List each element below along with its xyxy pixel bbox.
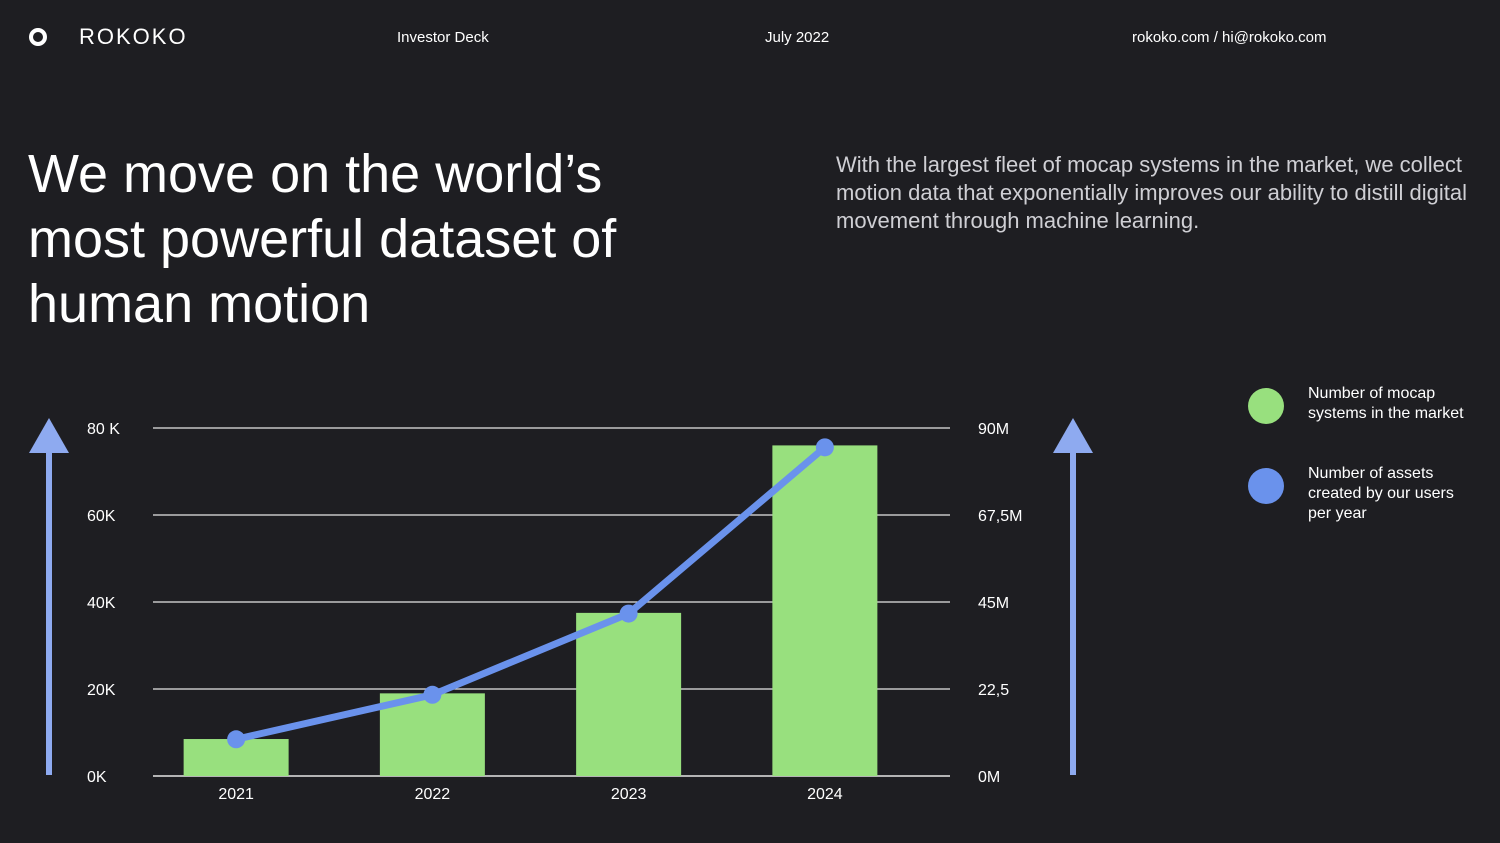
x-tick-label: 2022 xyxy=(415,786,451,803)
line-point xyxy=(815,438,834,457)
bar-series xyxy=(183,445,878,776)
x-tick-label: 2021 xyxy=(218,786,254,803)
deck-label: Investor Deck xyxy=(397,29,489,46)
line-point xyxy=(227,730,246,749)
logo-ring-icon xyxy=(29,28,47,46)
right-tick-label: 22,5 xyxy=(978,682,1009,699)
axis-labels: 0K 0M 20K 22,5 40K 45M 60K 67,5M 80 K 90M 2021 2022… xyxy=(87,421,1022,803)
bar xyxy=(183,739,289,776)
left-axis-arrowhead-icon xyxy=(29,418,69,453)
bar xyxy=(379,693,485,776)
line-point xyxy=(619,604,638,623)
gridlines xyxy=(153,427,950,777)
legend-swatch-blue xyxy=(1248,468,1284,504)
headline: We move on the world’s most powerful dat… xyxy=(28,144,617,334)
line-series xyxy=(227,438,834,749)
x-tick-label: 2023 xyxy=(611,786,647,803)
legend-label: Number of assets created by our users pe… xyxy=(1308,465,1454,522)
bar xyxy=(772,445,878,776)
deck-date: July 2022 xyxy=(765,29,830,46)
brand-name: ROKOKO xyxy=(79,24,188,49)
right-tick-label: 90M xyxy=(978,421,1009,438)
left-tick-label: 40K xyxy=(87,595,116,612)
right-tick-label: 0M xyxy=(978,769,1000,786)
legend-swatch-green xyxy=(1248,388,1284,424)
left-tick-label: 80 K xyxy=(87,421,120,438)
legend-label: Number of mocap systems in the market xyxy=(1308,385,1464,422)
left-tick-label: 20K xyxy=(87,682,116,699)
right-axis-arrowhead-icon xyxy=(1053,418,1093,453)
left-tick-label: 0K xyxy=(87,769,107,786)
bar xyxy=(576,612,682,776)
contact-info: rokoko.com / hi@rokoko.com xyxy=(1132,29,1327,46)
left-tick-label: 60K xyxy=(87,508,116,525)
right-tick-label: 45M xyxy=(978,595,1009,612)
series-line xyxy=(232,443,829,743)
x-tick-label: 2024 xyxy=(807,786,843,803)
intro-text: With the largest fleet of mocap systems … xyxy=(836,152,1467,233)
right-tick-label: 67,5M xyxy=(978,508,1022,525)
axis-arrows xyxy=(29,418,1093,775)
line-point xyxy=(423,685,442,704)
